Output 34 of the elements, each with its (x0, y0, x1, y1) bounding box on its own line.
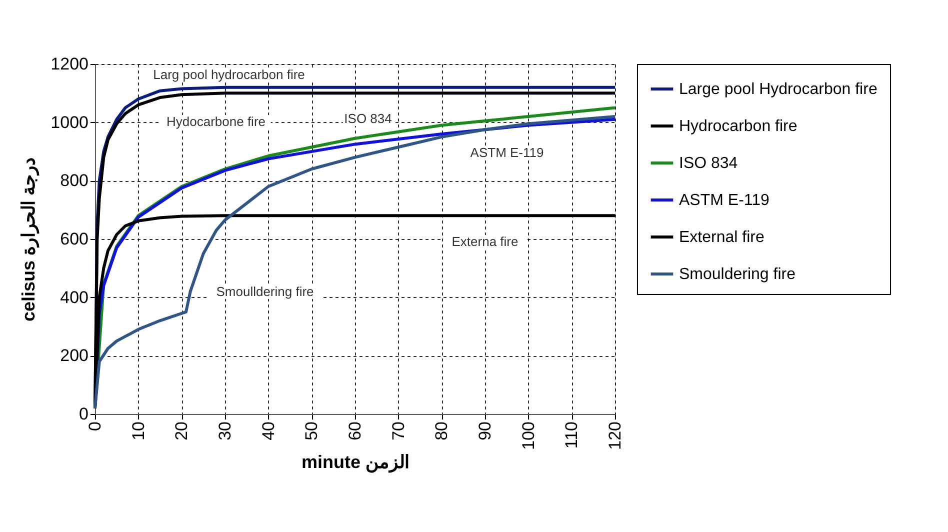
x-tick-label: 20 (172, 422, 192, 440)
annotation: Larg pool hydrocarbon fire (153, 67, 305, 82)
x-tick-label: 110 (562, 422, 582, 449)
legend-label: External fire (679, 229, 764, 246)
x-axis-title: minute الزمن (301, 452, 410, 473)
y-axis-title: celisus درجة الحرارة (18, 157, 40, 322)
x-tick-label: 80 (432, 422, 452, 440)
legend-label: Large pool Hydrocarbon fire (679, 81, 878, 98)
x-tick-label: 60 (346, 422, 364, 440)
annotation: ISO 834 (344, 111, 392, 126)
x-tick-label: 120 (606, 422, 624, 450)
y-tick-label: 200 (60, 346, 88, 366)
annotation: ASTM E-119 (470, 145, 544, 160)
x-tick-label: 90 (476, 422, 494, 440)
legend-label: Hydrocarbon fire (679, 118, 798, 135)
x-tick-label: 50 (302, 422, 322, 440)
x-tick-label: 30 (216, 422, 234, 440)
legend-label: ASTM E-119 (679, 192, 770, 209)
y-tick-label: 1200 (50, 54, 88, 74)
legend-label: ISO 834 (679, 155, 738, 172)
y-tick-label: 1000 (50, 112, 88, 132)
annotation: Smoulldering fire (216, 284, 314, 299)
annotation: Externa fire (452, 234, 518, 249)
x-tick-label: 70 (388, 422, 408, 440)
legend-label: Smouldering fire (679, 266, 796, 283)
x-tick-label: 40 (258, 422, 278, 440)
x-tick-label: 10 (128, 422, 148, 440)
y-tick-label: 800 (60, 171, 88, 190)
y-tick-label: 0 (79, 404, 88, 424)
x-tick-label: 0 (86, 422, 104, 431)
y-tick-label: 400 (60, 288, 88, 307)
x-tick-label: 100 (518, 422, 538, 450)
y-tick-label: 600 (60, 230, 88, 248)
annotation: Hydocarbone fire (166, 114, 266, 129)
